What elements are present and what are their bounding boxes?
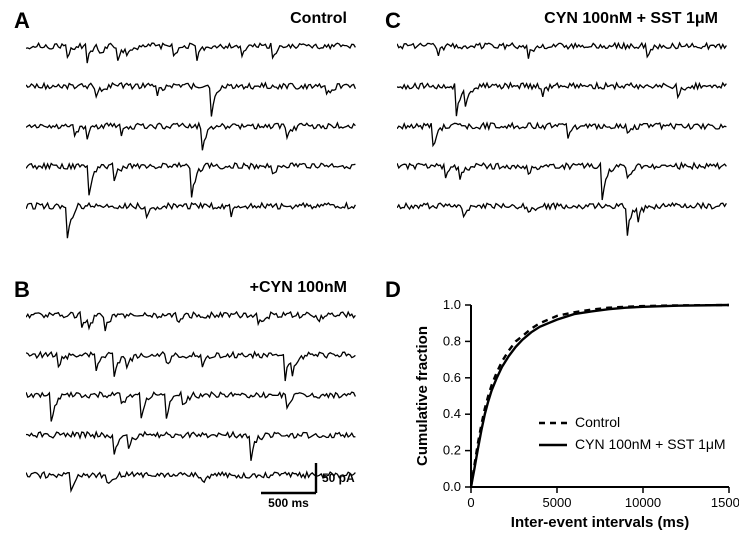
trace-line (26, 163, 355, 197)
panel-b-title: +CYN 100nM (250, 279, 347, 297)
trace-line (397, 43, 726, 59)
trace-line (26, 43, 355, 63)
panel-c-traces (397, 38, 732, 263)
x-tick-label: 15000 (711, 495, 739, 510)
legend-label-treatment: CYN 100nM + SST 1μM (575, 436, 726, 452)
trace-line (26, 203, 355, 238)
series-treatment (471, 305, 729, 487)
y-tick-label: 0.2 (443, 442, 461, 457)
panel-a-svg (26, 38, 356, 243)
trace-line (397, 163, 726, 200)
panel-d-label: D (385, 277, 401, 303)
panel-c-label: C (385, 8, 401, 34)
trace-line (26, 83, 355, 117)
x-tick-label: 10000 (625, 495, 661, 510)
y-tick-label: 0.0 (443, 479, 461, 494)
x-tick-label: 5000 (543, 495, 572, 510)
trace-line (26, 392, 355, 421)
panel-b-svg: 50 pA 500 ms (26, 307, 356, 512)
x-axis-label: Inter-event intervals (ms) (511, 514, 689, 531)
trace-line (26, 123, 355, 150)
panel-c-title: CYN 100nM + SST 1μM (544, 10, 718, 28)
panel-b: B +CYN 100nM 50 pA 500 ms (8, 277, 371, 538)
panel-a-label: A (14, 8, 30, 34)
panel-d: D 0 5000 10000 15000 0.0 0.2 0.4 0.6 0.8 1.0 Inter… (379, 277, 742, 538)
chart-axes (471, 305, 729, 487)
trace-line (26, 352, 355, 381)
panel-b-traces: 50 pA 500 ms (26, 307, 361, 532)
series-control (471, 305, 729, 487)
panel-c-svg (397, 38, 727, 243)
y-tick-label: 1.0 (443, 297, 461, 312)
trace-line (397, 123, 726, 146)
trace-line (26, 472, 355, 491)
panel-a-title: Control (290, 10, 347, 28)
y-tick-label: 0.6 (443, 369, 461, 384)
trace-line (26, 432, 355, 461)
panel-d-chart: 0500010000150000.00.20.40.60.81.0Inter-e… (409, 297, 732, 528)
trace-line (397, 203, 726, 236)
panel-a-traces (26, 38, 361, 263)
legend-label-control: Control (575, 414, 620, 430)
panel-d-svg: 0 5000 10000 15000 0.0 0.2 0.4 0.6 0.8 1.0 Inter-e… (409, 297, 739, 533)
scalebar-x-label: 500 ms (268, 496, 309, 510)
trace-line (397, 83, 726, 116)
y-axis-label: Cumulative fraction (414, 325, 431, 465)
panel-c: C CYN 100nM + SST 1μM (379, 8, 742, 269)
panel-b-label: B (14, 277, 30, 303)
trace-line (26, 312, 355, 331)
panel-a: A Control (8, 8, 371, 269)
y-tick-label: 0.4 (443, 406, 461, 421)
scalebar-y-label: 50 pA (322, 471, 355, 485)
x-tick-label: 0 (467, 495, 474, 510)
y-tick-label: 0.8 (443, 333, 461, 348)
